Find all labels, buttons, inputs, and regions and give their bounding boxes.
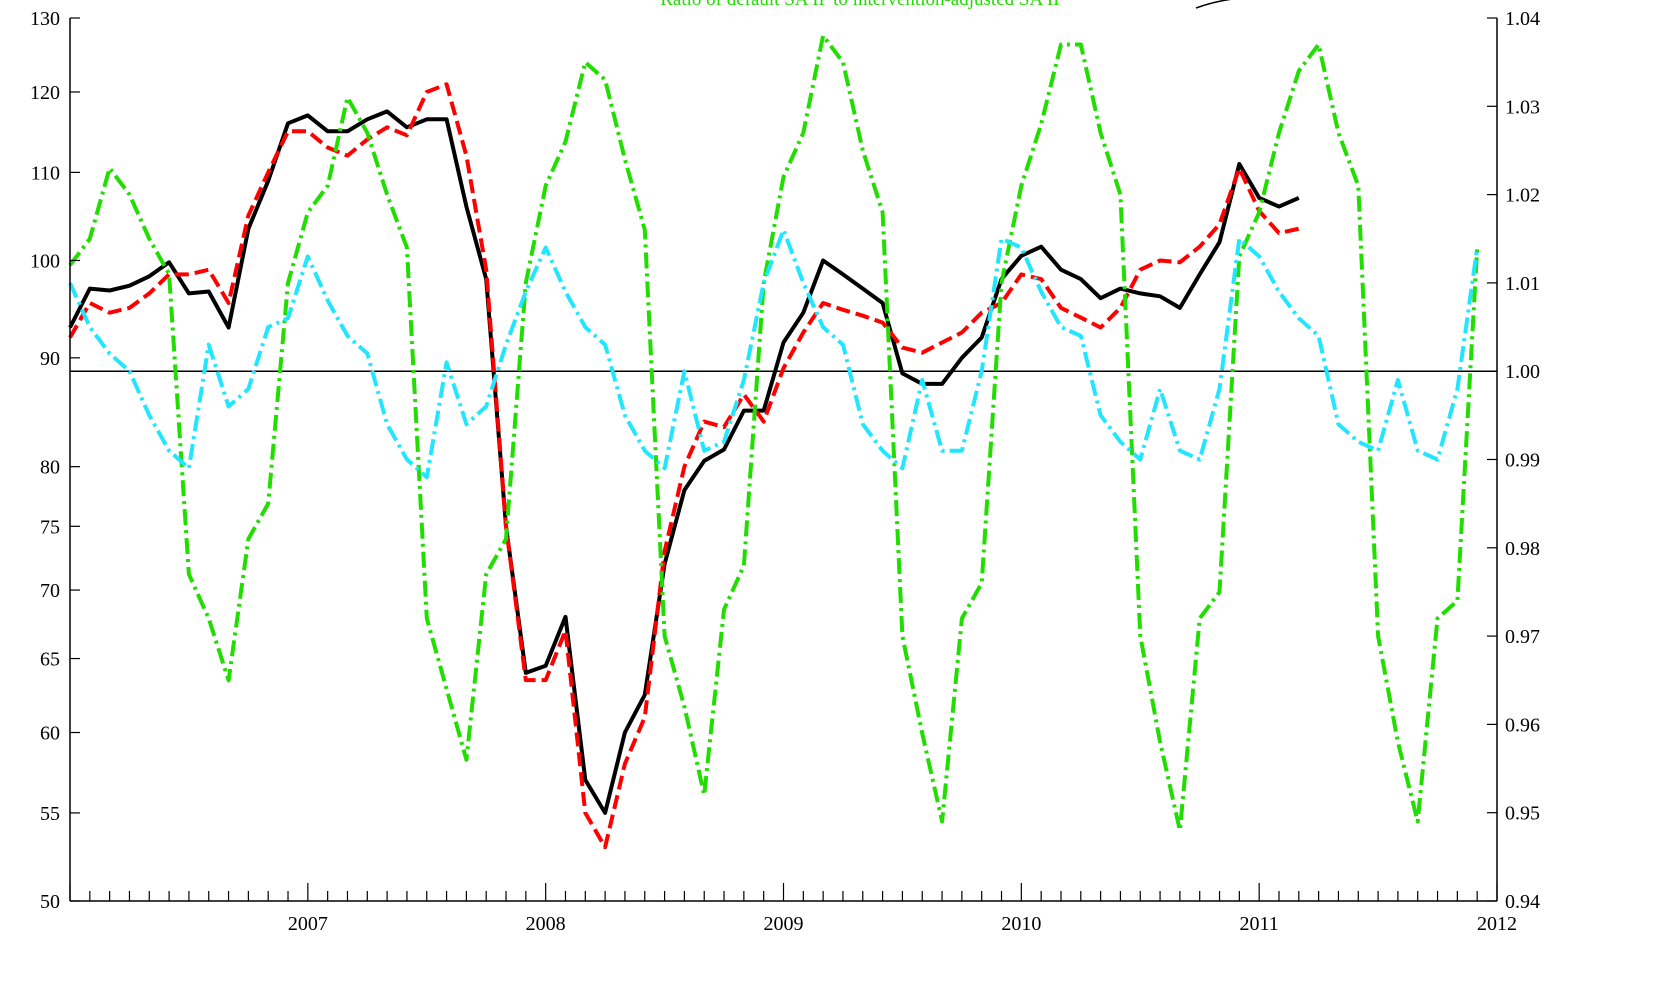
series-red-line <box>68 82 1300 850</box>
annotation-arrow <box>1195 0 1232 9</box>
right-tick-label: 1.01 <box>1505 273 1540 295</box>
axes: 50 55 60 65 70 75 80 90 100 110 120 130 0.94 0.95 0.96… <box>30 8 1540 935</box>
right-tick-label: 0.97 <box>1505 626 1540 648</box>
right-tick-label: 1.00 <box>1505 361 1540 383</box>
right-tick-label: 0.96 <box>1505 714 1540 736</box>
right-tick-label: 0.99 <box>1505 450 1540 472</box>
x-tick-label: 2010 <box>1001 913 1041 935</box>
x-tick-label: 2012 <box>1477 913 1517 935</box>
x-tick-label: 2009 <box>764 913 804 935</box>
left-tick-label: 120 <box>30 82 60 104</box>
right-tick-label: 0.94 <box>1505 891 1540 913</box>
ratio-annotation: Ratio of default SA IP to intervention-a… <box>660 0 1064 10</box>
right-tick-label: 0.98 <box>1505 538 1540 560</box>
plot-area <box>68 33 1497 850</box>
right-tick-label: 1.04 <box>1505 8 1540 30</box>
right-tick-label: 1.02 <box>1505 185 1540 207</box>
left-tick-label: 130 <box>30 8 60 30</box>
left-tick-label: 65 <box>40 649 60 671</box>
x-tick-label: 2011 <box>1240 913 1279 935</box>
x-tick-label: 2007 <box>288 913 328 935</box>
right-tick-label: 1.03 <box>1505 96 1540 118</box>
left-tick-label: 75 <box>40 516 60 538</box>
x-tick-label: 2008 <box>526 913 566 935</box>
series-cyan-line <box>68 227 1480 480</box>
left-tick-label: 70 <box>40 580 60 602</box>
left-tick-label: 90 <box>40 348 60 370</box>
series-green-line <box>68 33 1480 833</box>
left-tick-label: 50 <box>40 891 60 913</box>
left-tick-label: 80 <box>40 457 60 479</box>
left-tick-label: 60 <box>40 723 60 745</box>
left-tick-label: 110 <box>31 162 60 184</box>
right-tick-label: 0.95 <box>1505 803 1540 825</box>
left-tick-label: 100 <box>30 250 60 272</box>
left-tick-label: 55 <box>40 803 60 825</box>
